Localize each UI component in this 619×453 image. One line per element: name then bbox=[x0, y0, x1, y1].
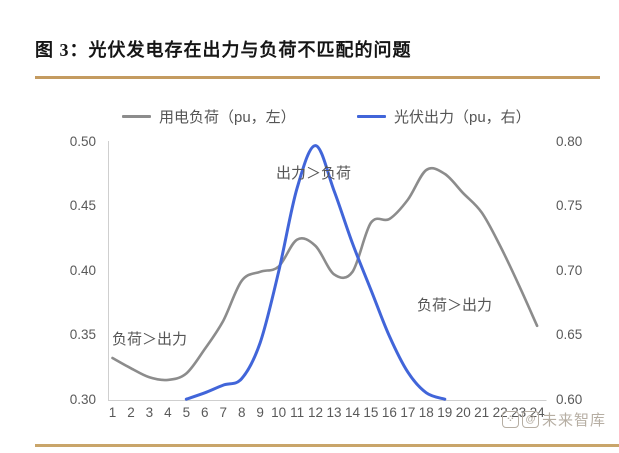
x-tick-label: 21 bbox=[474, 405, 490, 420]
load-line-swatch bbox=[122, 115, 151, 118]
y-tick-label: 0.30 bbox=[69, 391, 96, 407]
x-tick-label: 8 bbox=[237, 405, 246, 420]
annotation-output-gt-load: 出力＞负荷 bbox=[276, 165, 352, 182]
x-tick-label: 19 bbox=[437, 405, 453, 420]
x-tick-label: 2 bbox=[127, 405, 135, 420]
pv-line-swatch bbox=[357, 115, 386, 118]
at-icon: @ bbox=[522, 411, 539, 428]
legend-item-load: 用电负荷（pu，左） bbox=[122, 106, 296, 127]
y-tick-label: 0.40 bbox=[69, 262, 96, 278]
legend-label-pv: 光伏出力（pu，右） bbox=[394, 109, 531, 126]
x-tick-label: 15 bbox=[363, 405, 379, 420]
y-tick-label: 0.35 bbox=[69, 327, 96, 343]
vzkoo-logo-icon: ⁘ bbox=[502, 411, 519, 428]
x-tick-label: 12 bbox=[308, 405, 324, 420]
pv-curve bbox=[184, 144, 447, 401]
y-tick-label: 0.75 bbox=[556, 198, 583, 214]
x-tick-label: 11 bbox=[290, 405, 305, 420]
x-tick-label: 18 bbox=[418, 405, 434, 420]
x-tick-label: 10 bbox=[271, 405, 287, 420]
y-tick-label: 0.60 bbox=[556, 391, 583, 407]
figure-title: 图 3：光伏发电存在出力与负荷不匹配的问题 bbox=[35, 40, 412, 60]
load-curve bbox=[111, 166, 539, 382]
y-tick-label: 0.45 bbox=[69, 198, 96, 214]
x-tick-label: 3 bbox=[145, 405, 154, 420]
x-tick-label: 1 bbox=[108, 405, 117, 420]
watermark-text: 未来智库 bbox=[542, 412, 607, 429]
legend-item-pv: 光伏出力（pu，右） bbox=[357, 106, 531, 127]
legend-label-load: 用电负荷（pu，左） bbox=[159, 109, 296, 126]
annotation-load-gt-output-right: 负荷＞出力 bbox=[417, 297, 493, 314]
y-tick-label: 0.70 bbox=[556, 262, 583, 278]
x-tick-label: 4 bbox=[164, 405, 172, 420]
y-tick-label: 0.50 bbox=[69, 134, 96, 149]
x-tick-label: 16 bbox=[381, 405, 397, 420]
y-tick-label: 0.80 bbox=[556, 134, 583, 149]
y-tick-label: 0.65 bbox=[556, 327, 583, 343]
watermark: ⁘ @ 未来智库 bbox=[502, 409, 606, 430]
title-underline bbox=[35, 76, 600, 79]
x-tick-label: 5 bbox=[182, 405, 191, 420]
x-tick-label: 13 bbox=[326, 405, 342, 420]
bottom-border bbox=[35, 444, 619, 447]
x-tick-label: 22 bbox=[492, 405, 508, 420]
x-tick-label: 7 bbox=[219, 405, 227, 420]
x-tick-label: 14 bbox=[344, 405, 360, 420]
x-tick-label: 17 bbox=[400, 405, 416, 420]
x-tick-label: 20 bbox=[455, 405, 471, 420]
x-tick-label: 6 bbox=[201, 405, 209, 420]
x-tick-label: 9 bbox=[256, 405, 264, 420]
annotation-load-gt-output-left: 负荷＞出力 bbox=[112, 331, 188, 348]
